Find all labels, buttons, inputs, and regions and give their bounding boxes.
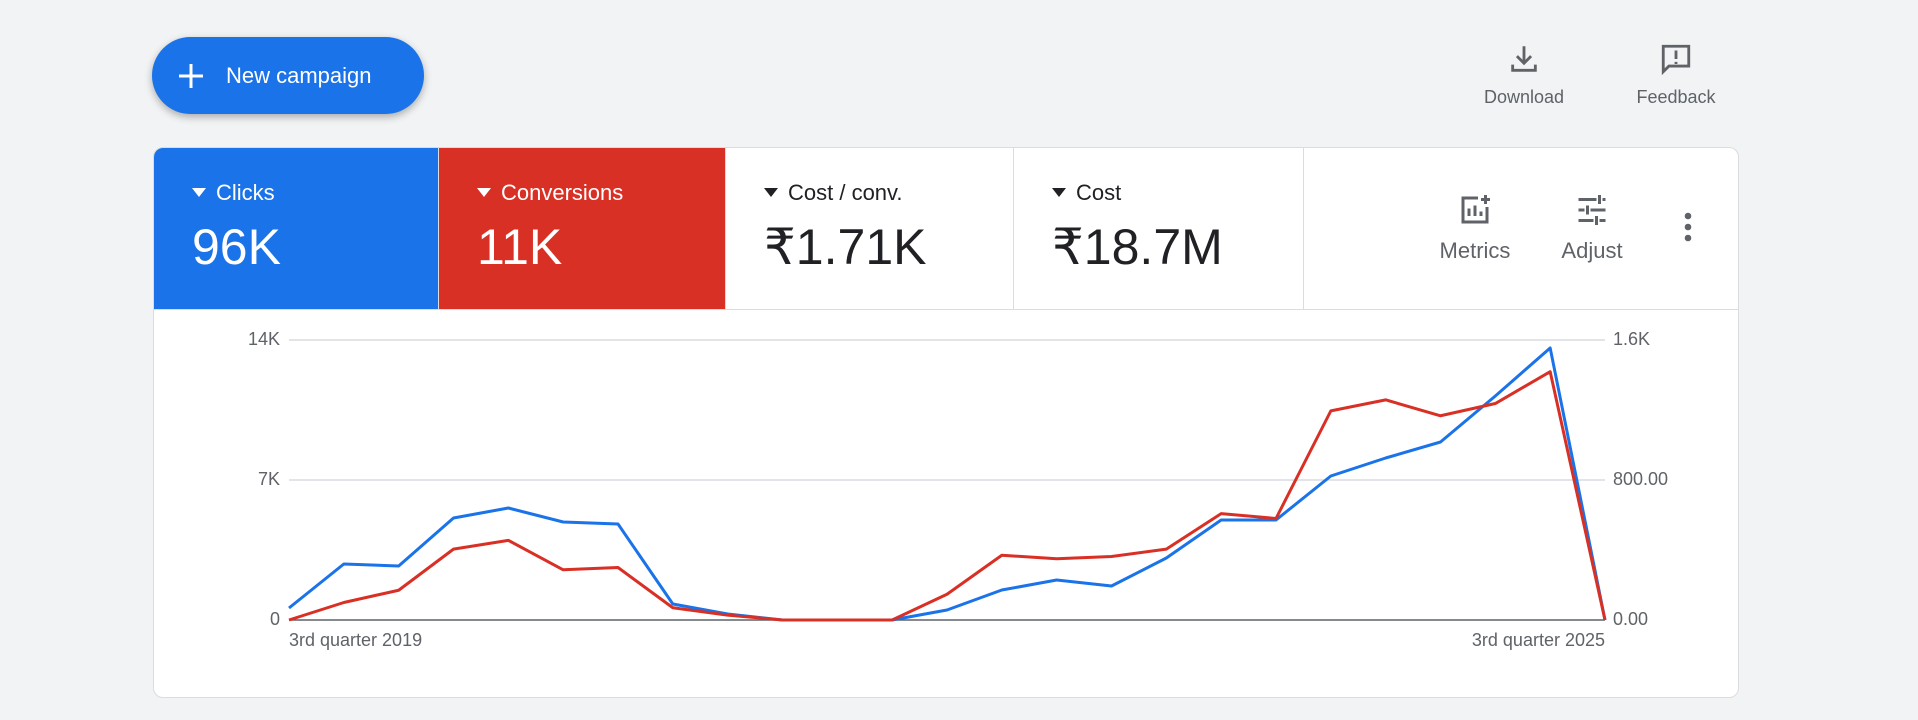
y2-tick-label: 1.6K [1613,329,1650,349]
adjust-icon [1578,195,1606,225]
series-line [288,346,1607,622]
adjust-label: Adjust [1561,238,1623,263]
download-label: Download [1483,87,1565,107]
dropdown-icon [764,188,778,197]
y-tick-label: 14K [248,329,280,349]
adjust-button[interactable]: Adjust [1537,192,1647,264]
metric-value: ₹18.7M [1052,219,1223,275]
metric-label: Conversions [501,180,624,205]
overview-card: Clicks 96K Conversions 11K Cost / conv. … [153,147,1739,698]
metric-tab[interactable]: Cost ₹18.7M [1014,148,1304,309]
dropdown-icon [477,188,491,197]
feedback-button[interactable]: Feedback [1616,42,1736,108]
y2-tick-label: 800.00 [1613,469,1668,489]
metric-tab[interactable]: Conversions 11K [439,148,726,309]
download-icon [1511,46,1537,72]
feedback-label: Feedback [1636,87,1716,107]
more-menu[interactable] [1678,208,1698,248]
metrics-icon [1461,195,1490,224]
dropdown-icon [192,188,206,197]
metric-tabs: Clicks 96K Conversions 11K Cost / conv. … [154,148,1738,310]
new-campaign-button[interactable]: New campaign [152,37,424,114]
metric-tab[interactable]: Cost / conv. ₹1.71K [726,148,1014,309]
download-button[interactable]: Download [1464,42,1584,108]
x-tick-label: 3rd quarter 2019 [289,630,422,650]
x-tick-label: 3rd quarter 2025 [1472,630,1605,650]
metric-tab[interactable]: Clicks 96K [154,148,439,309]
chart: 0 7K 14K 0.00 800.00 1.6K 3rd quarter 2019 3rd … [248,329,1668,650]
y-tick-label: 0 [270,609,280,629]
metric-value: 11K [477,219,563,275]
y2-tick-label: 0.00 [1613,609,1648,629]
metric-value: ₹1.71K [764,219,927,275]
plus-icon [179,63,203,88]
metric-label: Cost / conv. [788,180,903,205]
metrics-label: Metrics [1439,238,1511,263]
metric-value: 96K [192,219,281,275]
metric-label: Clicks [216,180,275,205]
y-tick-label: 7K [258,469,280,489]
metric-label: Cost [1076,180,1122,205]
metrics-button[interactable]: Metrics [1420,192,1530,264]
new-campaign-label: New campaign [226,62,372,88]
feedback-icon [1661,44,1691,76]
series-line [288,370,1607,622]
dropdown-icon [1052,188,1066,197]
